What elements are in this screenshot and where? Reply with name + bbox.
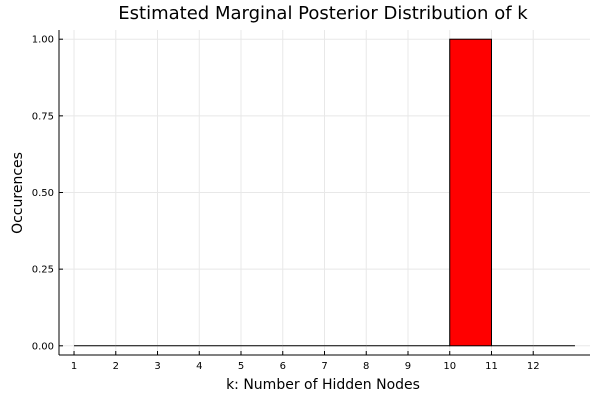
y-ticks: 0.00 0.25 0.50 0.75 1.00 xyxy=(32,35,63,352)
x-tick-label: 3 xyxy=(154,361,160,372)
bars xyxy=(74,38,575,347)
x-tick-label: 10 xyxy=(443,361,456,372)
x-tick-label: 5 xyxy=(238,361,244,372)
chart-title: Estimated Marginal Posterior Distributio… xyxy=(118,3,528,24)
y-tick-label: 0.00 xyxy=(32,341,54,352)
x-ticks: 1 2 3 4 5 6 7 8 9 10 11 12 xyxy=(71,351,540,372)
y-tick-label: 0.50 xyxy=(32,188,54,199)
x-tick-label: 12 xyxy=(527,361,540,372)
x-tick-label: 4 xyxy=(196,361,202,372)
y-tick-label: 0.75 xyxy=(32,111,54,122)
grid xyxy=(59,30,590,355)
x-tick-label: 6 xyxy=(280,361,286,372)
x-tick-label: 7 xyxy=(321,361,327,372)
y-tick-label: 0.25 xyxy=(32,265,54,276)
x-tick-label: 8 xyxy=(363,361,369,372)
histogram-bar xyxy=(449,38,492,347)
x-tick-label: 11 xyxy=(485,361,498,372)
y-axis-label: Occurences xyxy=(10,152,26,234)
x-tick-label: 2 xyxy=(113,361,119,372)
y-tick-label: 1.00 xyxy=(32,35,54,46)
x-tick-label: 9 xyxy=(405,361,411,372)
x-axis-label: k: Number of Hidden Nodes xyxy=(226,377,420,393)
x-tick-label: 1 xyxy=(71,361,77,372)
